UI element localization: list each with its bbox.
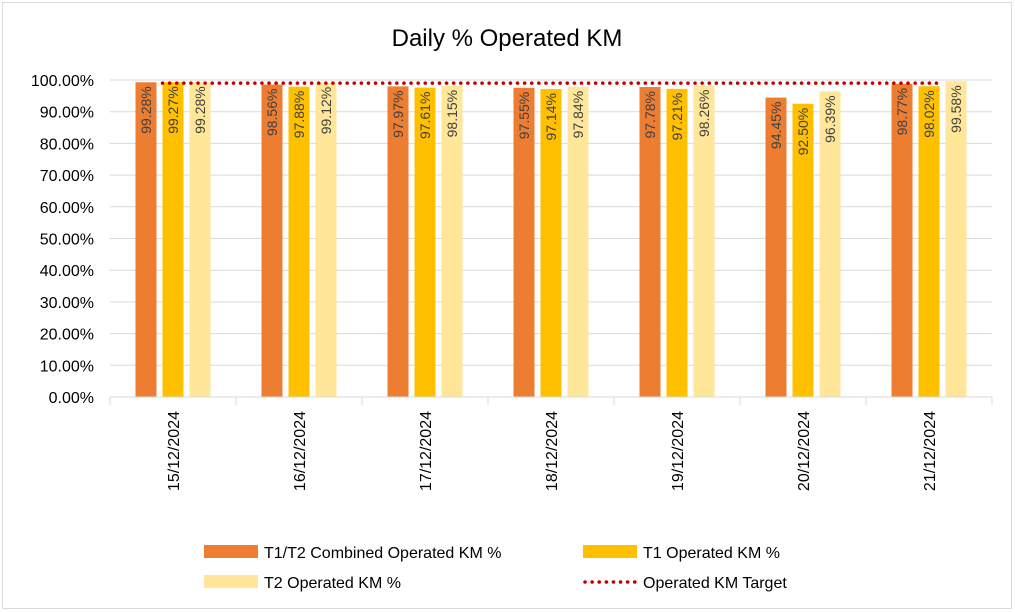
bar xyxy=(288,86,310,397)
data-label: 99.12% xyxy=(318,87,334,134)
data-label: 97.61% xyxy=(417,92,433,139)
bar xyxy=(567,86,589,397)
data-label: 97.88% xyxy=(291,91,307,138)
x-tick-label: 19/12/2024 xyxy=(670,411,687,491)
y-tick-label: 70.00% xyxy=(40,168,94,185)
bar xyxy=(189,82,211,397)
bar xyxy=(765,97,787,397)
bars xyxy=(135,81,967,398)
y-tick-label: 50.00% xyxy=(40,232,94,249)
data-label: 96.39% xyxy=(822,95,838,142)
bar xyxy=(162,82,184,398)
data-label: 97.14% xyxy=(543,93,559,140)
legend-label: T1 Operated KM % xyxy=(643,545,780,562)
chart-title: Daily % Operated KM xyxy=(392,25,623,52)
data-labels: 99.28% 99.27% 99.28% 98.56% 97.88% 99.12% 97.9… xyxy=(138,85,964,155)
bar xyxy=(513,87,535,397)
data-label: 97.97% xyxy=(390,90,406,137)
y-tick-label: 30.00% xyxy=(40,295,94,312)
bar xyxy=(891,83,913,397)
legend-label: Operated KM Target xyxy=(643,575,787,592)
y-tick-label: 90.00% xyxy=(40,105,94,122)
x-tick-label: 17/12/2024 xyxy=(418,411,435,491)
data-label: 94.45% xyxy=(768,102,784,149)
bar xyxy=(819,91,841,398)
bar xyxy=(261,84,283,398)
data-label: 98.26% xyxy=(696,90,712,137)
x-axis: 15/12/2024 16/12/2024 17/12/2024 18/12/2024… xyxy=(109,396,993,491)
bar xyxy=(792,103,814,398)
bar xyxy=(387,86,409,398)
data-label: 99.58% xyxy=(948,85,964,132)
data-label: 97.78% xyxy=(642,91,658,138)
data-label: 92.50% xyxy=(795,108,811,155)
data-label: 99.27% xyxy=(165,86,181,133)
legend-swatch xyxy=(204,545,258,558)
data-label: 99.28% xyxy=(138,86,154,133)
y-tick-label: 80.00% xyxy=(40,136,94,153)
y-axis: 0.00% 10.00% 20.00% 30.00% 40.00% 50.00% 60.00… xyxy=(31,73,94,407)
y-tick-label: 100.00% xyxy=(31,73,94,90)
bar xyxy=(693,85,715,397)
legend-label: T1/T2 Combined Operated KM % xyxy=(264,545,501,562)
data-label: 98.56% xyxy=(264,89,280,136)
legend: T1/T2 Combined Operated KM % T1 Operated … xyxy=(204,545,787,592)
y-tick-label: 0.00% xyxy=(49,390,94,407)
data-label: 98.77% xyxy=(894,88,910,135)
bar xyxy=(135,82,157,397)
data-label: 97.84% xyxy=(570,91,586,138)
data-label: 98.15% xyxy=(444,90,460,137)
x-tick-label: 18/12/2024 xyxy=(544,411,561,491)
x-tick-label: 21/12/2024 xyxy=(922,411,939,491)
y-tick-label: 40.00% xyxy=(40,263,94,280)
data-label: 97.21% xyxy=(669,93,685,140)
bar xyxy=(315,82,337,397)
x-tick-label: 20/12/2024 xyxy=(796,411,813,491)
x-tick-label: 15/12/2024 xyxy=(166,411,183,491)
bar xyxy=(441,85,463,397)
y-tick-label: 10.00% xyxy=(40,358,94,375)
y-tick-label: 60.00% xyxy=(40,200,94,217)
x-tick-label: 16/12/2024 xyxy=(292,411,309,491)
bar xyxy=(666,88,688,397)
legend-swatch xyxy=(583,545,637,558)
bar xyxy=(639,87,661,397)
data-label: 97.55% xyxy=(516,92,532,139)
bar xyxy=(945,81,967,398)
data-label: 98.02% xyxy=(921,90,937,137)
y-tick-label: 20.00% xyxy=(40,327,94,344)
bar xyxy=(540,89,562,398)
legend-swatch xyxy=(204,575,258,588)
bar xyxy=(918,86,940,397)
bar xyxy=(414,87,436,398)
legend-label: T2 Operated KM % xyxy=(264,575,401,592)
data-label: 99.28% xyxy=(192,86,208,133)
